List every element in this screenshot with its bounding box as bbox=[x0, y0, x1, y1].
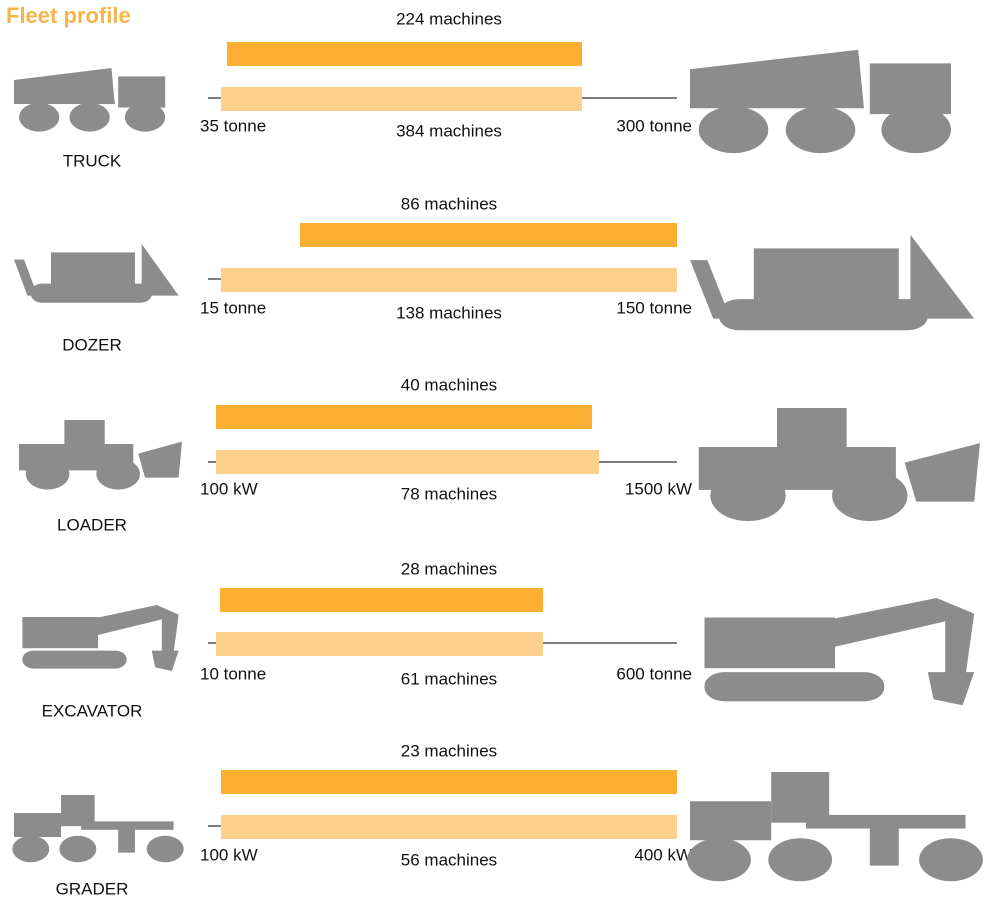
body bbox=[690, 50, 864, 109]
wheel bbox=[96, 458, 140, 489]
max-label: 600 tonne bbox=[616, 664, 692, 683]
top-bar bbox=[300, 223, 677, 247]
blade bbox=[118, 829, 135, 853]
wheel bbox=[881, 106, 951, 153]
wheel bbox=[59, 836, 96, 862]
machine-label: GRADER bbox=[56, 879, 129, 898]
icon-large bbox=[705, 598, 975, 705]
engine bbox=[14, 813, 61, 837]
cab bbox=[777, 408, 847, 451]
title: Fleet profile bbox=[6, 3, 131, 28]
wheel bbox=[786, 106, 856, 153]
wheel bbox=[12, 836, 49, 862]
min-label: 10 tonne bbox=[200, 664, 266, 683]
top-bar bbox=[220, 588, 543, 612]
fleet-profile: Fleet profile 224 machines 384 machines 35… bbox=[0, 0, 984, 902]
icon-large bbox=[687, 772, 983, 881]
track bbox=[719, 299, 928, 330]
bottom-label: 138 machines bbox=[396, 303, 502, 322]
ripper bbox=[14, 260, 38, 296]
icon-small bbox=[12, 795, 183, 862]
track bbox=[22, 651, 126, 669]
top-label: 224 machines bbox=[396, 9, 502, 28]
frame bbox=[806, 815, 966, 829]
bottom-bar bbox=[221, 87, 582, 111]
bottom-bar bbox=[216, 450, 599, 474]
wheel bbox=[699, 106, 769, 153]
bucket bbox=[928, 672, 974, 705]
wheel bbox=[768, 838, 832, 881]
machine-label: TRUCK bbox=[63, 151, 122, 170]
bottom-label: 384 machines bbox=[396, 121, 502, 140]
track bbox=[705, 672, 885, 701]
max-label: 150 tonne bbox=[616, 298, 692, 317]
top-bar bbox=[216, 405, 592, 429]
icon-small bbox=[22, 605, 178, 671]
min-label: 100 kW bbox=[200, 479, 258, 498]
top-label: 86 machines bbox=[401, 194, 497, 213]
max-label: 400 kW bbox=[634, 845, 692, 864]
machine-label: EXCAVATOR bbox=[42, 701, 143, 720]
top-bar bbox=[221, 770, 677, 794]
cab bbox=[64, 420, 104, 446]
bottom-bar bbox=[221, 815, 677, 839]
icon-small bbox=[14, 244, 179, 303]
bottom-bar bbox=[216, 632, 543, 656]
engine bbox=[690, 801, 771, 840]
top-label: 40 machines bbox=[401, 375, 497, 394]
bucket bbox=[138, 442, 182, 478]
min-label: 15 tonne bbox=[200, 298, 266, 317]
boom bbox=[821, 598, 975, 680]
min-label: 35 tonne bbox=[200, 116, 266, 135]
bottom-label: 61 machines bbox=[401, 669, 497, 688]
body bbox=[754, 248, 899, 303]
bucket bbox=[152, 651, 179, 671]
ripper bbox=[690, 260, 731, 319]
icon-small bbox=[14, 68, 165, 132]
bottom-label: 78 machines bbox=[401, 484, 497, 503]
body bbox=[14, 68, 115, 104]
wheel bbox=[687, 838, 751, 881]
cab bbox=[118, 76, 165, 107]
max-label: 300 tonne bbox=[616, 116, 692, 135]
bucket bbox=[905, 443, 980, 502]
boom bbox=[90, 605, 179, 655]
top-bar bbox=[227, 42, 582, 66]
bottom-bar bbox=[221, 268, 677, 292]
cab bbox=[870, 63, 951, 114]
house bbox=[705, 618, 836, 669]
min-label: 100 kW bbox=[200, 845, 258, 864]
wheel bbox=[832, 470, 907, 521]
max-label: 1500 kW bbox=[625, 479, 692, 498]
machine-label: DOZER bbox=[62, 335, 122, 354]
wheel bbox=[125, 103, 165, 132]
house bbox=[22, 617, 98, 648]
frame bbox=[81, 821, 173, 829]
wheel bbox=[710, 470, 785, 521]
blade bbox=[870, 827, 899, 866]
icon-large bbox=[690, 50, 951, 153]
icon-small bbox=[19, 420, 182, 490]
wheel bbox=[69, 103, 109, 132]
wheel bbox=[19, 103, 59, 132]
top-label: 23 machines bbox=[401, 741, 497, 760]
wheel bbox=[919, 838, 983, 881]
top-label: 28 machines bbox=[401, 559, 497, 578]
machine-label: LOADER bbox=[57, 515, 127, 534]
body bbox=[51, 252, 135, 286]
icon-large bbox=[699, 408, 980, 521]
wheel bbox=[147, 836, 184, 862]
bottom-label: 56 machines bbox=[401, 850, 497, 869]
wheel bbox=[26, 458, 70, 489]
icon-large bbox=[690, 235, 974, 331]
track bbox=[31, 284, 152, 303]
